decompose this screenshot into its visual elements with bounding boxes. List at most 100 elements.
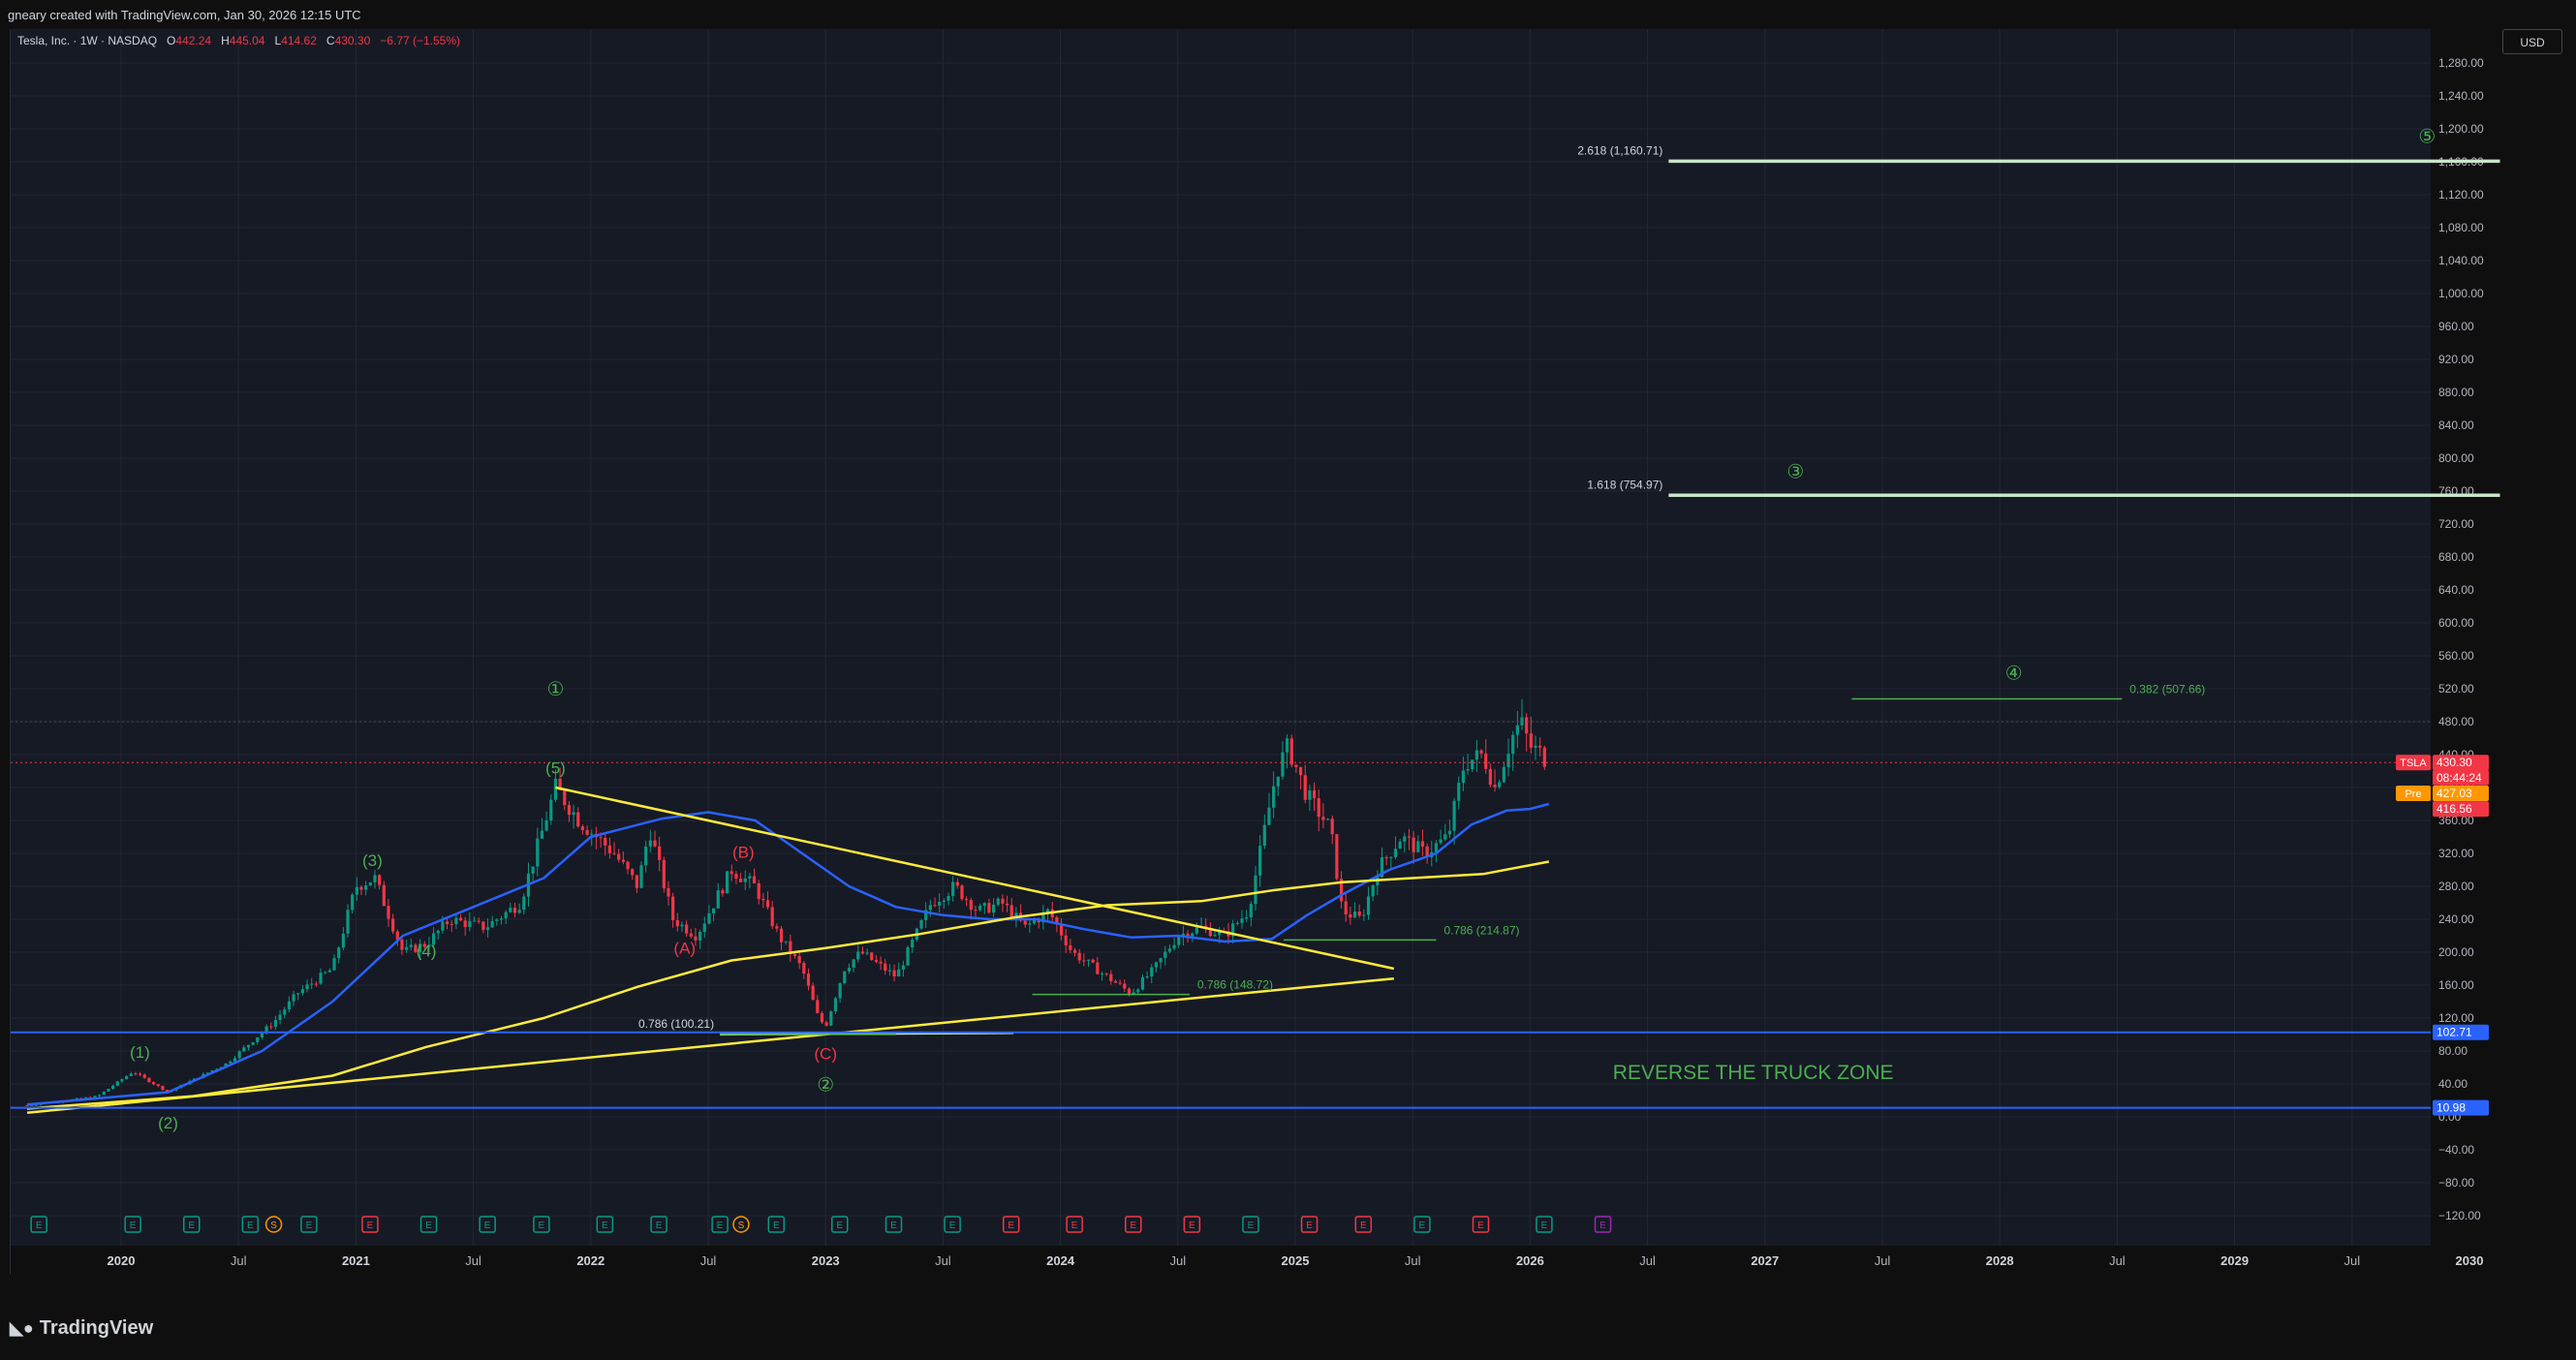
earnings-event-icon[interactable] <box>650 1216 667 1233</box>
y-tick-label: 640.00 <box>2438 583 2474 597</box>
candle-body <box>1439 839 1443 844</box>
earnings-event-icon[interactable] <box>1594 1216 1612 1233</box>
earnings-event-icon[interactable] <box>1124 1216 1142 1233</box>
earnings-event-icon[interactable] <box>1066 1216 1083 1233</box>
candle-body <box>711 908 716 913</box>
candle-body <box>300 989 304 994</box>
earnings-event-icon[interactable] <box>1242 1216 1259 1233</box>
open-value: 442.24 <box>175 34 212 47</box>
candle-body <box>653 840 657 847</box>
trendline[interactable] <box>555 786 1395 971</box>
y-tick-label: 240.00 <box>2438 912 2474 926</box>
earnings-event-icon[interactable] <box>300 1216 318 1233</box>
candle-body <box>1186 933 1190 939</box>
brand[interactable]: ◣● TradingView <box>10 1317 153 1340</box>
candle-body <box>1235 922 1239 924</box>
earnings-event-icon[interactable] <box>1002 1216 1020 1233</box>
earnings-event-icon[interactable] <box>1413 1216 1431 1233</box>
earnings-event-icon[interactable] <box>30 1216 47 1233</box>
candle-body <box>509 908 512 912</box>
earnings-event-icon[interactable] <box>711 1216 729 1233</box>
candle-body <box>142 1074 146 1078</box>
candle-body <box>1123 983 1127 989</box>
candle-body <box>829 1011 833 1026</box>
event-kind-label: E <box>36 1221 43 1231</box>
event-kind-label: E <box>773 1221 780 1231</box>
candle-body <box>743 878 747 882</box>
candle-body <box>738 879 743 882</box>
earnings-event-icon[interactable] <box>479 1216 496 1233</box>
chart-frame[interactable]: 1,280.001,240.001,200.001,160.001,120.00… <box>10 29 2504 1275</box>
candle-body <box>563 789 567 806</box>
candle-body <box>237 1051 241 1059</box>
symbol-title[interactable]: Tesla, Inc. · 1W · NASDAQ <box>17 34 158 47</box>
earnings-event-icon[interactable] <box>419 1216 438 1233</box>
candle-body <box>278 1014 282 1020</box>
candle-body <box>332 958 336 971</box>
candle-body <box>1167 948 1172 952</box>
candle-body <box>1118 982 1122 984</box>
candle-body <box>414 944 418 952</box>
candle-body <box>256 1036 260 1043</box>
candle-body <box>901 965 905 970</box>
split-event-icon[interactable] <box>264 1216 283 1233</box>
earnings-event-icon[interactable] <box>124 1216 141 1233</box>
earnings-event-icon[interactable] <box>885 1216 903 1233</box>
earnings-event-icon[interactable] <box>767 1216 786 1233</box>
earnings-event-icon[interactable] <box>1472 1216 1490 1233</box>
event-kind-label: E <box>890 1221 897 1231</box>
candle-body <box>729 871 733 875</box>
wave-label: (C) <box>814 1045 837 1064</box>
earnings-event-icon[interactable] <box>1536 1216 1553 1233</box>
price-axis[interactable] <box>2431 29 2504 1275</box>
trendline[interactable] <box>26 976 1394 1114</box>
candle-body <box>865 952 869 954</box>
event-kind-label: E <box>367 1221 374 1231</box>
close-value: 430.30 <box>334 34 371 47</box>
candle-body <box>1352 912 1357 918</box>
candle-body <box>427 944 431 947</box>
earnings-event-icon[interactable] <box>1354 1216 1373 1233</box>
candle-body <box>1164 951 1167 959</box>
earnings-event-icon[interactable] <box>361 1216 379 1233</box>
earnings-event-icon[interactable] <box>533 1216 550 1233</box>
x-tick-label: 2021 <box>342 1253 370 1268</box>
candle-body <box>1127 988 1132 995</box>
earnings-event-icon[interactable] <box>1183 1216 1201 1233</box>
candle-body <box>522 896 526 911</box>
candle-body <box>1416 841 1420 852</box>
candle-body <box>797 955 801 964</box>
candle-body <box>1072 949 1077 953</box>
top-bar: gneary created with TradingView.com, Jan… <box>0 0 2576 29</box>
x-tick-label: Jul <box>1405 1253 1421 1268</box>
currency-button[interactable]: USD <box>2502 29 2562 54</box>
earnings-event-icon[interactable] <box>1300 1216 1319 1233</box>
candle-body <box>1249 904 1253 918</box>
earnings-event-icon[interactable] <box>596 1216 614 1233</box>
y-tick-label: 1,080.00 <box>2438 221 2484 234</box>
y-tick-label: 120.00 <box>2438 1011 2474 1025</box>
candle-body <box>1425 846 1429 857</box>
price-chart[interactable]: 1,280.001,240.001,200.001,160.001,120.00… <box>11 29 2504 1275</box>
y-tick-label: 880.00 <box>2438 386 2474 399</box>
candle-body <box>1001 898 1005 904</box>
y-tick-label: −40.00 <box>2438 1143 2474 1157</box>
earnings-event-icon[interactable] <box>241 1216 260 1233</box>
earnings-event-icon[interactable] <box>182 1216 201 1233</box>
earnings-event-icon[interactable] <box>944 1216 961 1233</box>
candle-body <box>572 812 575 816</box>
candle-body <box>1276 776 1280 787</box>
y-tick-label: 80.00 <box>2438 1044 2467 1058</box>
time-axis[interactable] <box>11 1246 2431 1275</box>
candle-body <box>283 1009 287 1015</box>
candle-body <box>1407 836 1412 838</box>
split-event-icon[interactable] <box>732 1216 750 1233</box>
candle-body <box>1457 783 1461 801</box>
candle-body <box>590 833 594 835</box>
price-tag-symbol: TSLA <box>2400 757 2427 769</box>
price-tag-value: 430.30 <box>2436 756 2472 769</box>
earnings-event-icon[interactable] <box>830 1216 849 1233</box>
candle-body <box>84 1097 88 1098</box>
candle-body <box>269 1026 273 1028</box>
wave-label: ① <box>546 679 564 700</box>
